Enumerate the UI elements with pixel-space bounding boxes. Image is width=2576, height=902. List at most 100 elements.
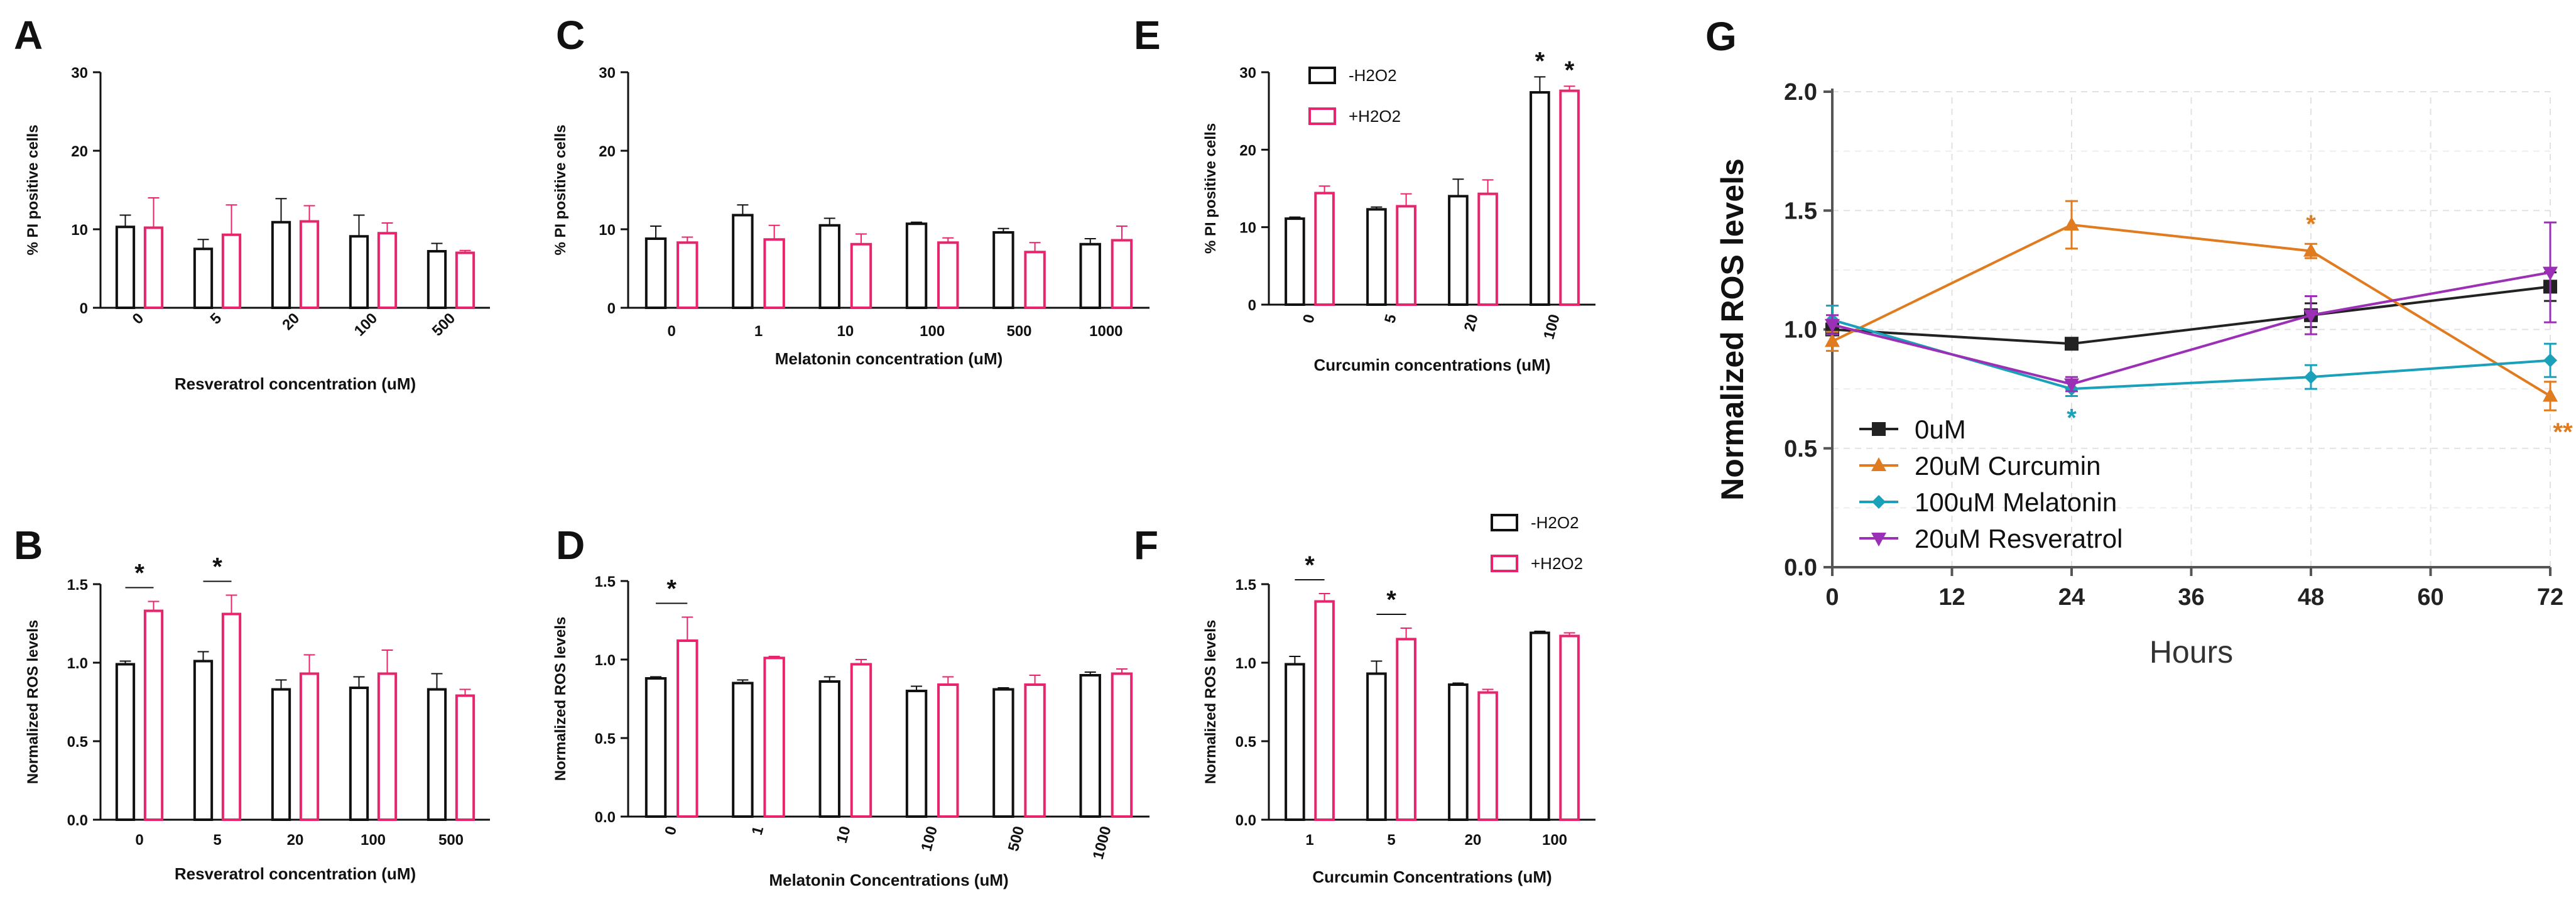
panel-label: D — [556, 523, 585, 568]
x-tick-label: 100 — [361, 832, 386, 849]
panel-b: B 0.0 0.5 1.0 1.5 Normalized ROS levels 0 5 20 10… — [14, 523, 490, 883]
bar-plus-h2o2 — [1314, 192, 1335, 306]
data-point — [2543, 353, 2557, 367]
panel-label: G — [1705, 14, 1737, 59]
bar-minus-h2o2 — [115, 225, 136, 309]
x-axis-label: Resveratrol concentration (uM) — [175, 864, 416, 883]
y-axis-label: Normalized ROS levels — [1202, 620, 1219, 784]
bar-plus-h2o2 — [1559, 634, 1580, 821]
bar-minus-h2o2 — [1530, 631, 1550, 821]
bar-minus-h2o2 — [349, 687, 369, 821]
y-tick-label: 0.0 — [1784, 555, 1817, 581]
bar-plus-h2o2 — [763, 238, 785, 309]
significance-star: * — [666, 575, 677, 603]
bar-plus-h2o2 — [1477, 691, 1498, 821]
significance-star: * — [2306, 210, 2316, 238]
y-tick-label: 0.5 — [1784, 436, 1817, 462]
data-point — [2304, 370, 2318, 384]
data-point — [2543, 266, 2558, 281]
y-axis-label: % PI positive cells — [552, 124, 569, 255]
bar-plus-h2o2 — [1559, 89, 1580, 306]
bar-minus-h2o2 — [1448, 195, 1469, 307]
x-tick-label: 72 — [2537, 584, 2563, 611]
y-tick-label: 0 — [1248, 297, 1256, 314]
x-axis-label: Hours — [2149, 634, 2233, 670]
y-axis-label: % PI positive cells — [1202, 123, 1219, 254]
bar-plus-h2o2 — [221, 233, 242, 309]
x-axis-label: Melatonin concentration (uM) — [775, 349, 1003, 368]
x-tick-label: 1000 — [1090, 825, 1115, 862]
x-tick-label: 0 — [667, 323, 675, 340]
y-tick-label: 10 — [599, 222, 616, 239]
y-tick-label: 1.0 — [595, 652, 616, 669]
y-tick-label: 0.5 — [67, 734, 88, 751]
x-tick-label: 0 — [661, 825, 680, 837]
x-tick-label: 5 — [1387, 832, 1395, 849]
x-tick-label: 1 — [754, 323, 763, 340]
y-tick-label: 20 — [71, 143, 88, 160]
bar-minus-h2o2 — [818, 680, 840, 818]
bar-minus-h2o2 — [193, 660, 214, 821]
y-tick-label: 30 — [599, 65, 616, 82]
panel-g: G 0.0 0.5 1.0 1.5 2.0 0 12 24 36 48 60 72 Normalized … — [1705, 14, 2573, 670]
legend-swatch — [1491, 514, 1518, 531]
y-tick-label: 0.5 — [1236, 734, 1256, 751]
bar-minus-h2o2 — [427, 688, 447, 821]
significance-star: * — [1565, 57, 1575, 84]
data-point — [2064, 216, 2079, 231]
y-tick-label: 20 — [599, 143, 616, 160]
legend-label: +H2O2 — [1349, 107, 1401, 126]
bar-plus-h2o2 — [937, 683, 959, 818]
x-tick-label: 0 — [135, 832, 143, 849]
legend-swatch — [1308, 67, 1336, 84]
bar-plus-h2o2 — [1111, 672, 1133, 818]
bar-plus-h2o2 — [1396, 205, 1416, 306]
y-axis-label: Normalized ROS levels — [552, 617, 569, 781]
legend-label: 20uM Curcumin — [1915, 451, 2100, 481]
x-tick-label: 100 — [1542, 832, 1567, 849]
y-tick-label: 0.5 — [595, 731, 616, 747]
legend-marker — [1871, 457, 1886, 471]
data-point — [2543, 388, 2558, 402]
x-tick-label: 1 — [1305, 832, 1313, 849]
bar-minus-h2o2 — [732, 214, 754, 309]
bar-minus-h2o2 — [1530, 91, 1550, 306]
x-tick-label: 24 — [2058, 584, 2085, 611]
y-tick-label: 0.0 — [67, 812, 88, 829]
bar-plus-h2o2 — [221, 612, 242, 821]
data-point — [1825, 318, 1840, 333]
bar-plus-h2o2 — [1024, 683, 1046, 818]
bar-minus-h2o2 — [193, 247, 214, 309]
significance-star: ** — [2553, 418, 2573, 446]
panel-a: A 0 10 20 30 % PI positive cells 0 5 20 100 500 Res… — [14, 13, 490, 393]
legend-label: 0uM — [1915, 415, 1966, 444]
x-tick-label: 12 — [1938, 584, 1965, 611]
bar-minus-h2o2 — [992, 688, 1014, 818]
x-tick-label: 500 — [1005, 825, 1028, 854]
y-tick-label: 1.5 — [1784, 198, 1817, 224]
panel-d: D 0.0 0.5 1.0 1.5 Normalized ROS levels 0 1 10 10… — [552, 523, 1149, 889]
bar-plus-h2o2 — [143, 609, 164, 821]
legend-label: 20uM Resveratrol — [1915, 524, 2122, 553]
bar-minus-h2o2 — [1285, 217, 1305, 306]
x-tick-label: 5 — [213, 832, 221, 849]
bar-minus-h2o2 — [644, 677, 667, 818]
x-tick-label: 0 — [1825, 584, 1839, 611]
bar-plus-h2o2 — [377, 232, 398, 309]
bar-minus-h2o2 — [271, 688, 291, 821]
y-tick-label: 1.5 — [1236, 577, 1256, 594]
legend-label: 100uM Melatonin — [1915, 487, 2117, 517]
bar-plus-h2o2 — [1477, 192, 1498, 306]
x-axis-label: Melatonin Concentrations (uM) — [769, 871, 1008, 889]
bar-minus-h2o2 — [644, 237, 667, 309]
y-axis-label: Normalized ROS levels — [1715, 158, 1750, 501]
x-tick-label: 500 — [438, 832, 464, 849]
y-tick-label: 2.0 — [1784, 79, 1817, 106]
y-axis-label: Normalized ROS levels — [24, 620, 41, 784]
bar-minus-h2o2 — [349, 235, 369, 309]
bar-minus-h2o2 — [905, 690, 928, 818]
legend-label: -H2O2 — [1531, 513, 1579, 532]
legend-marker — [1872, 495, 1886, 509]
bar-minus-h2o2 — [1448, 683, 1469, 821]
